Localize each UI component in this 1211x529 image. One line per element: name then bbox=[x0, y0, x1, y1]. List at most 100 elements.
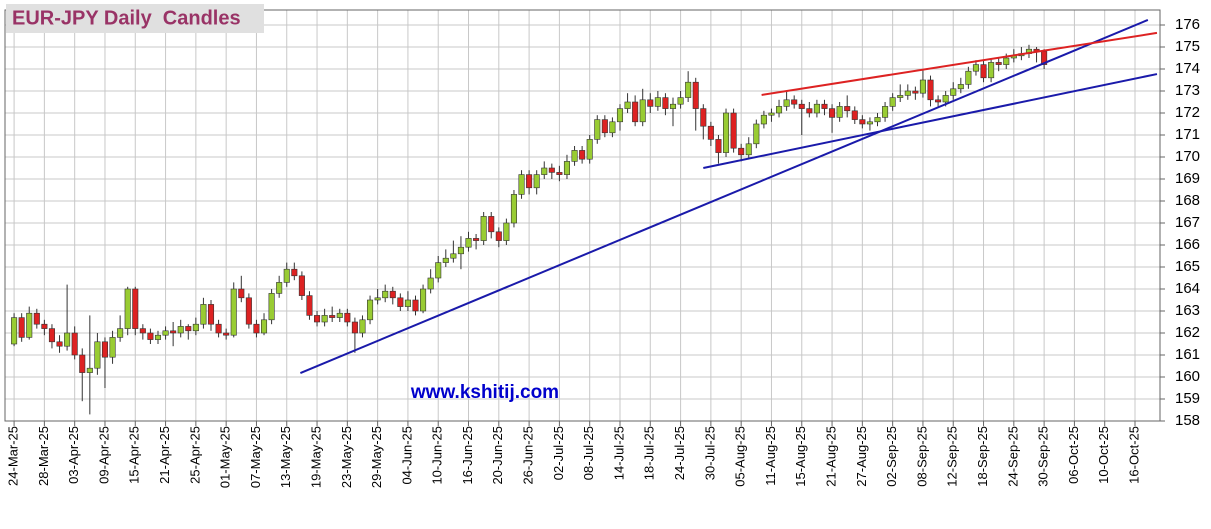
y-tick-label: 168 bbox=[1175, 192, 1200, 209]
candle-body bbox=[942, 95, 949, 103]
candle-body bbox=[283, 268, 290, 283]
x-tick-label: 04-Jun-25 bbox=[399, 426, 414, 485]
candle-body bbox=[79, 354, 86, 373]
y-tick-label: 167 bbox=[1175, 214, 1200, 231]
x-tick-label: 02-Jul-25 bbox=[551, 426, 566, 480]
candle-body bbox=[457, 246, 464, 255]
x-tick-label: 15-Apr-25 bbox=[127, 426, 142, 484]
candle-body bbox=[238, 288, 245, 299]
candle-body bbox=[586, 139, 593, 160]
candle-body bbox=[526, 174, 533, 189]
candle-body bbox=[988, 62, 995, 79]
candle-body bbox=[548, 167, 555, 173]
candle-body bbox=[753, 123, 760, 145]
candle-body bbox=[374, 297, 381, 301]
candle-body bbox=[480, 216, 487, 241]
candle-body bbox=[495, 231, 502, 241]
candle-body bbox=[972, 64, 979, 72]
candle-body bbox=[533, 174, 540, 189]
y-tick-label: 164 bbox=[1175, 280, 1200, 297]
x-tick-label: 23-May-25 bbox=[339, 426, 354, 488]
y-tick-label: 176 bbox=[1175, 16, 1200, 33]
x-tick-label: 21-Aug-25 bbox=[823, 426, 838, 487]
candle-body bbox=[435, 262, 442, 279]
x-tick-label: 28-Mar-25 bbox=[36, 426, 51, 486]
x-tick-label: 24-Mar-25 bbox=[6, 426, 21, 486]
x-tick-label: 26-Jun-25 bbox=[521, 426, 536, 485]
y-tick-label: 175 bbox=[1175, 38, 1200, 55]
candle-body bbox=[397, 297, 404, 307]
candle-body bbox=[935, 99, 942, 103]
candle-body bbox=[813, 103, 820, 114]
candle-body bbox=[223, 332, 230, 336]
candle-body bbox=[71, 332, 78, 356]
candle-body bbox=[798, 103, 805, 109]
y-tick-label: 171 bbox=[1175, 126, 1200, 143]
candle-body bbox=[132, 288, 139, 329]
candle-body bbox=[298, 275, 305, 296]
trendline bbox=[703, 73, 1158, 169]
y-tick-label: 165 bbox=[1175, 258, 1200, 275]
y-tick-label: 160 bbox=[1175, 368, 1200, 385]
candle-body bbox=[192, 323, 199, 332]
watermark: www.kshitij.com bbox=[410, 382, 559, 403]
candle-body bbox=[359, 319, 366, 334]
candle-body bbox=[859, 119, 866, 125]
candle-body bbox=[897, 95, 904, 98]
x-tick-label: 03-Apr-25 bbox=[66, 426, 81, 484]
candle-body bbox=[101, 341, 109, 358]
candle-body bbox=[86, 367, 93, 373]
trendline bbox=[761, 31, 1158, 96]
y-tick-label: 158 bbox=[1175, 412, 1200, 429]
candle-body bbox=[730, 112, 737, 149]
candle-body bbox=[821, 103, 828, 109]
x-tick-label: 02-Sep-25 bbox=[884, 426, 899, 487]
x-tick-label: 14-Jul-25 bbox=[611, 426, 626, 480]
candle-body bbox=[510, 194, 517, 224]
candle-body bbox=[957, 84, 964, 90]
candle-body bbox=[41, 323, 48, 329]
candle-body bbox=[18, 317, 25, 338]
candle-body bbox=[329, 315, 336, 318]
candle-body bbox=[715, 139, 722, 153]
candle-body bbox=[412, 299, 419, 312]
candle-body bbox=[882, 106, 889, 118]
candle-body bbox=[170, 330, 177, 334]
candle-body bbox=[94, 341, 101, 369]
x-tick-label: 30-Sep-25 bbox=[1036, 426, 1051, 487]
candle-body bbox=[579, 150, 586, 160]
x-tick-label: 20-Jun-25 bbox=[490, 426, 505, 485]
x-tick-label: 11-Aug-25 bbox=[763, 426, 778, 486]
candle-body bbox=[420, 288, 427, 312]
x-tick-label: 29-May-25 bbox=[369, 426, 384, 488]
candle-body bbox=[427, 277, 434, 290]
x-tick-label: 13-May-25 bbox=[278, 426, 293, 488]
candle-body bbox=[760, 114, 767, 125]
candle-body bbox=[783, 99, 790, 107]
candle-body bbox=[215, 323, 222, 334]
candle-body bbox=[904, 90, 911, 96]
candle-body bbox=[465, 238, 472, 248]
candle-body bbox=[314, 315, 321, 323]
y-tick-label: 173 bbox=[1175, 82, 1200, 99]
candle-body bbox=[260, 319, 268, 334]
candle-body bbox=[503, 222, 510, 241]
candle-body bbox=[677, 97, 684, 105]
candle-body bbox=[404, 299, 411, 307]
candle-body bbox=[351, 321, 358, 334]
x-tick-label: 10-Jun-25 bbox=[430, 426, 445, 485]
y-tick-label: 174 bbox=[1175, 60, 1200, 77]
candle-body bbox=[48, 328, 55, 343]
x-tick-label: 27-Aug-25 bbox=[854, 426, 869, 487]
candle-body bbox=[124, 288, 131, 329]
candle-body bbox=[624, 101, 631, 109]
candle-body bbox=[791, 99, 798, 105]
candle-body bbox=[11, 317, 18, 345]
candle-body bbox=[154, 334, 162, 340]
trendline bbox=[299, 19, 1149, 374]
candle-body bbox=[442, 257, 449, 263]
x-tick-label: 25-Apr-25 bbox=[187, 426, 202, 484]
y-tick-label: 162 bbox=[1175, 324, 1200, 341]
